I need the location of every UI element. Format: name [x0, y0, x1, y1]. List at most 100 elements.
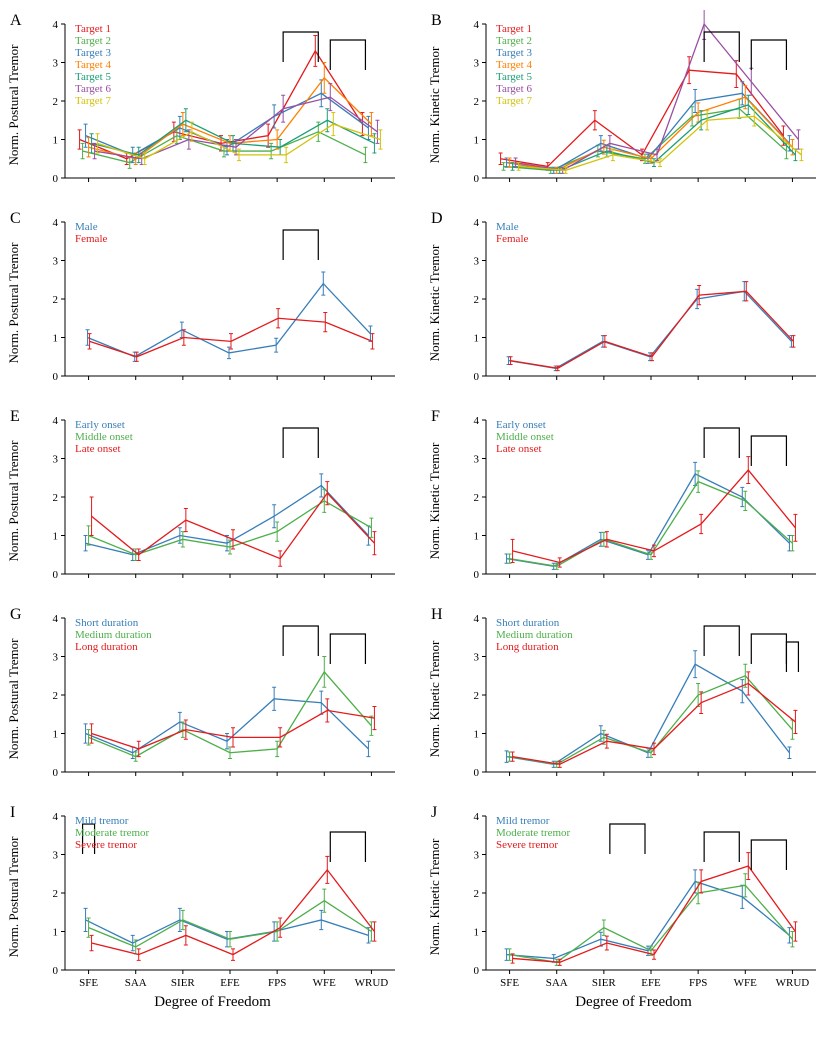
chart-svg: 01234MaleFemale: [10, 208, 405, 398]
svg-text:4: 4: [53, 811, 59, 823]
legend-item: Target 1: [75, 23, 111, 35]
legend-item: Late onset: [496, 443, 542, 455]
legend-item: Early onset: [75, 419, 125, 431]
x-axis-label-right: Degree of Freedom: [431, 994, 826, 1011]
svg-text:3: 3: [474, 256, 480, 268]
legend-item: Female: [496, 233, 528, 245]
panel-label: C: [10, 210, 21, 228]
svg-text:2: 2: [53, 492, 59, 504]
svg-text:0: 0: [474, 371, 480, 383]
svg-text:1: 1: [53, 333, 59, 345]
legend-item: Early onset: [496, 419, 546, 431]
legend-item: Mild tremor: [75, 815, 129, 827]
legend-item: Female: [75, 233, 107, 245]
legend-item: Severe tremor: [75, 839, 137, 851]
legend-item: Severe tremor: [496, 839, 558, 851]
svg-text:3: 3: [474, 454, 480, 466]
sig-bracket: [330, 832, 365, 862]
svg-text:1: 1: [474, 135, 480, 147]
chart-svg: 01234Short durationMedium durationLong d…: [10, 604, 405, 794]
sig-bracket: [283, 230, 318, 260]
x-axis-label-left: Degree of Freedom: [10, 994, 415, 1011]
svg-text:2: 2: [474, 96, 480, 108]
legend-item: Middle onset: [496, 431, 554, 443]
svg-text:3: 3: [53, 454, 59, 466]
svg-text:FPS: FPS: [268, 977, 286, 989]
svg-text:3: 3: [474, 850, 480, 862]
svg-text:SFE: SFE: [500, 977, 519, 989]
legend-item: Moderate tremor: [75, 827, 150, 839]
legend-item: Male: [496, 221, 519, 233]
sig-bracket: [704, 428, 739, 458]
svg-text:EFE: EFE: [220, 977, 240, 989]
panel-A: ANorm. Postural Tremor01234Target 1Targe…: [10, 10, 415, 200]
svg-text:4: 4: [53, 217, 59, 229]
legend-item: Short duration: [496, 617, 560, 629]
svg-text:0: 0: [53, 371, 59, 383]
svg-text:1: 1: [53, 729, 59, 741]
legend-item: Target 2: [496, 35, 532, 47]
svg-text:1: 1: [53, 927, 59, 939]
legend-item: Target 4: [75, 59, 111, 71]
svg-text:WRUD: WRUD: [776, 977, 810, 989]
svg-text:3: 3: [53, 256, 59, 268]
panel-J: JNorm. Kinetic Tremor01234SFESAASIEREFEF…: [431, 802, 826, 992]
legend-item: Middle onset: [75, 431, 133, 443]
y-axis-label: Norm. Kinetic Tremor: [427, 47, 443, 164]
sig-bracket: [330, 40, 365, 70]
chart-svg: 01234MaleFemale: [431, 208, 826, 398]
panel-label: D: [431, 210, 443, 228]
chart-svg: 01234Target 1Target 2Target 3Target 4Tar…: [10, 10, 405, 200]
y-axis-label: Norm. Postural Tremor: [6, 639, 22, 760]
panel-D: DNorm. Kinetic Tremor01234MaleFemale: [431, 208, 826, 398]
svg-text:0: 0: [474, 767, 480, 779]
sig-bracket: [283, 626, 318, 656]
legend-item: Target 2: [75, 35, 111, 47]
panel-label: A: [10, 12, 22, 30]
svg-text:0: 0: [474, 173, 480, 185]
y-axis-label: Norm. Postural Tremor: [6, 243, 22, 364]
y-axis-label: Norm. Postural Tremor: [6, 45, 22, 166]
svg-text:0: 0: [53, 173, 59, 185]
panel-C: CNorm. Postural Tremor01234MaleFemale: [10, 208, 415, 398]
legend-item: Target 7: [75, 95, 111, 107]
y-axis-label: Norm. Kinetic Tremor: [427, 839, 443, 956]
sig-bracket: [283, 32, 318, 62]
sig-bracket: [704, 626, 739, 656]
svg-text:WFE: WFE: [734, 977, 758, 989]
svg-text:4: 4: [53, 19, 59, 31]
svg-text:0: 0: [53, 569, 59, 581]
legend-item: Target 3: [496, 47, 532, 59]
svg-text:1: 1: [474, 927, 480, 939]
svg-text:SAA: SAA: [546, 977, 568, 989]
sig-bracket: [751, 436, 786, 466]
legend-item: Moderate tremor: [496, 827, 571, 839]
svg-text:0: 0: [53, 767, 59, 779]
svg-text:3: 3: [53, 850, 59, 862]
svg-text:1: 1: [474, 729, 480, 741]
svg-text:4: 4: [474, 19, 480, 31]
svg-text:FPS: FPS: [689, 977, 707, 989]
svg-text:1: 1: [53, 531, 59, 543]
y-axis-label: Norm. Kinetic Tremor: [427, 443, 443, 560]
svg-text:4: 4: [474, 217, 480, 229]
legend-item: Long duration: [496, 641, 559, 653]
svg-text:4: 4: [53, 415, 59, 427]
svg-text:SIER: SIER: [171, 977, 196, 989]
legend-item: Target 1: [496, 23, 532, 35]
svg-text:1: 1: [474, 333, 480, 345]
sig-bracket: [751, 40, 786, 70]
svg-text:4: 4: [474, 415, 480, 427]
svg-text:0: 0: [474, 965, 480, 977]
svg-text:SIER: SIER: [592, 977, 617, 989]
panel-G: GNorm. Postural Tremor01234Short duratio…: [10, 604, 415, 794]
panel-label: E: [10, 408, 20, 426]
chart-grid: ANorm. Postural Tremor01234Target 1Targe…: [10, 10, 826, 992]
svg-text:2: 2: [53, 690, 59, 702]
y-axis-label: Norm. Postural Tremor: [6, 441, 22, 562]
chart-svg: 01234Short durationMedium durationLong d…: [431, 604, 826, 794]
svg-text:2: 2: [474, 492, 480, 504]
svg-text:WRUD: WRUD: [355, 977, 389, 989]
svg-text:3: 3: [474, 58, 480, 70]
svg-text:3: 3: [53, 58, 59, 70]
